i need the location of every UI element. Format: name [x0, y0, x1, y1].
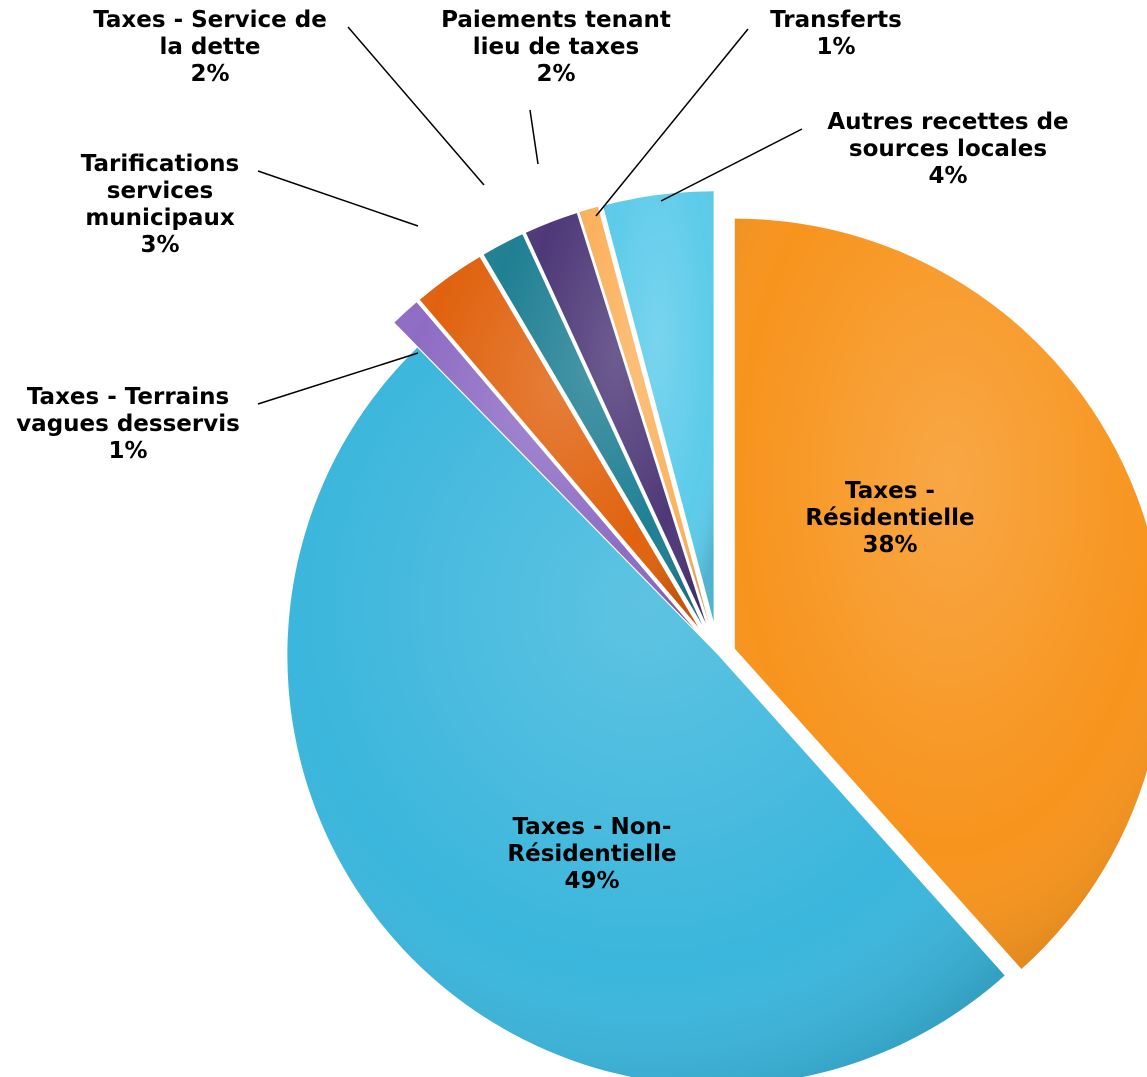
pie-slice-3-shading	[394, 302, 696, 630]
pie-slice-5-shading	[483, 234, 703, 625]
pie-slice-7-shading	[579, 206, 709, 623]
slice-label-6: Paiements tenant lieu de taxes 2%	[441, 7, 671, 87]
leader-line-8	[660, 128, 803, 202]
slice-label-line: Taxes - Terrains	[27, 384, 229, 410]
slice-percent: 4%	[928, 163, 967, 189]
pie-slice-1-shading	[734, 218, 1147, 969]
slice-label-8: Autres recettes de sources locales 4%	[827, 109, 1068, 189]
slice-label-7: Transferts 1%	[770, 7, 902, 60]
slice-label-line: lieu de taxes	[473, 34, 639, 60]
leader-line-4	[257, 170, 419, 227]
leader-line-6	[529, 109, 539, 165]
leader-line-5	[347, 26, 485, 186]
pie-slice-2-shading	[287, 347, 1005, 1077]
slice-label-line: municipaux	[85, 205, 234, 231]
slice-label-line: Taxes - Non-	[513, 814, 672, 840]
pie-slice-8-shading	[603, 191, 714, 622]
leader-lines	[257, 26, 803, 405]
slice-percent: 2%	[536, 61, 575, 87]
leader-line-7	[595, 28, 749, 217]
slice-label-line: Taxes -	[845, 478, 935, 504]
slice-label-line: Tarifications	[81, 151, 239, 177]
slice-label-5: Taxes - Service de la dette 2%	[93, 7, 327, 87]
slice-label-line: Taxes - Service de	[93, 7, 327, 33]
slice-label-3: Taxes - Terrains vagues desservis 1%	[16, 384, 240, 464]
slice-percent: 49%	[564, 868, 619, 894]
slice-label-line: Paiements tenant	[441, 7, 671, 33]
leader-line-3	[257, 352, 419, 405]
slice-percent: 1%	[816, 34, 855, 60]
slice-label-line: Résidentielle	[507, 841, 676, 867]
pie-slices	[287, 191, 1147, 1077]
slice-label-line: Résidentielle	[805, 505, 974, 531]
slice-label-line: Transferts	[770, 7, 902, 33]
slice-label-1: Taxes -Résidentielle 38%	[805, 478, 974, 558]
slice-percent: 3%	[140, 232, 179, 258]
slice-label-line: vagues desservis	[16, 411, 240, 437]
slice-percent: 2%	[190, 61, 229, 87]
slice-label-line: services	[107, 178, 213, 204]
slice-label-line: la dette	[159, 34, 260, 60]
slice-labels: Taxes -Résidentielle 38%Taxes - Non-Résid…	[16, 7, 1068, 894]
slice-percent: 38%	[862, 532, 917, 558]
slice-label-line: Autres recettes de	[827, 109, 1068, 135]
slice-label-2: Taxes - Non-Résidentielle 49%	[507, 814, 676, 894]
pie-slice-4-shading	[419, 257, 699, 628]
slice-label-4: Tarifications services municipaux 3%	[81, 151, 239, 258]
slice-percent: 1%	[108, 438, 147, 464]
pie-slice-6-shading	[525, 213, 706, 624]
slice-label-line: sources locales	[849, 136, 1047, 162]
